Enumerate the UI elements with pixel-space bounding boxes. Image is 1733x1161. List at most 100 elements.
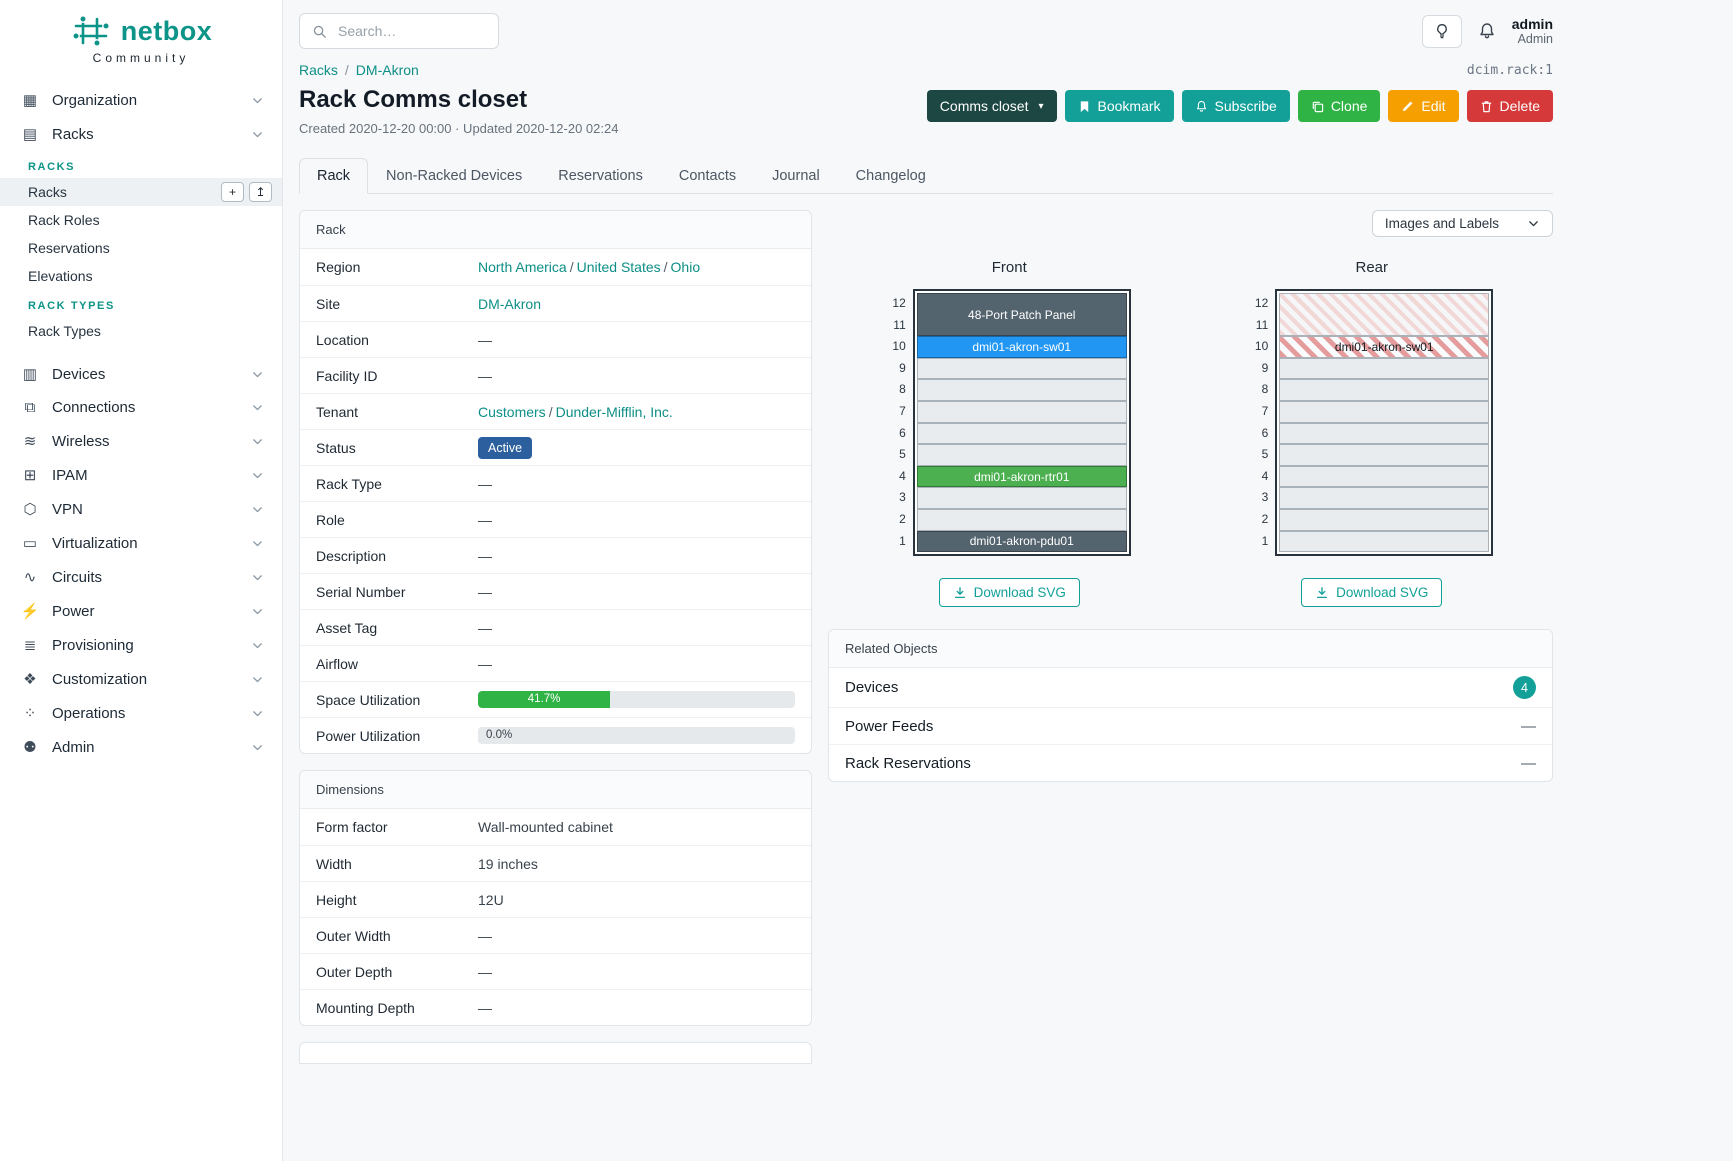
- rack-unit[interactable]: [1279, 422, 1490, 445]
- link-ohio[interactable]: Ohio: [670, 259, 701, 275]
- sidebar-item-rack-types[interactable]: Rack Types: [0, 317, 282, 345]
- link-united-states[interactable]: United States: [576, 259, 661, 275]
- edit-button[interactable]: Edit: [1388, 90, 1459, 122]
- field-height: Height 12U: [300, 881, 811, 917]
- rack-unit[interactable]: [1279, 487, 1490, 509]
- sidebar-item-power[interactable]: ⚡ Power: [0, 594, 282, 628]
- sidebar-item-circuits[interactable]: ∿ Circuits: [0, 560, 282, 594]
- sidebar-item-elevations[interactable]: Elevations: [0, 262, 282, 290]
- sidebar-item-operations[interactable]: ⁘ Operations: [0, 696, 282, 730]
- tab-journal[interactable]: Journal: [754, 158, 838, 194]
- progress-label: 41.7%: [527, 693, 561, 705]
- sidebar-item-rack-roles[interactable]: Rack Roles: [0, 206, 282, 234]
- unit-number: 11: [893, 317, 906, 332]
- field-serial-number: Serial Number —: [300, 573, 811, 609]
- bookmark-label: Bookmark: [1097, 98, 1161, 114]
- import-button[interactable]: ↥: [249, 182, 272, 202]
- link-customers[interactable]: Customers: [478, 403, 546, 420]
- sidebar-nav: ▦ Organization ▤ Racks RACKS Racks + ↥ Rack Role…: [0, 83, 282, 764]
- rack-unit[interactable]: [1279, 465, 1490, 488]
- download-icon: [1317, 586, 1328, 598]
- rack-elevations: Front 12 11 10 9 8 7 6 5 4 3 2 1 48-Port Patch Panel d…: [828, 239, 1553, 608]
- rack-unit[interactable]: [1279, 444, 1490, 466]
- sidebar-item-admin[interactable]: ⚉ Admin: [0, 730, 282, 764]
- theme-toggle-button[interactable]: [1421, 14, 1462, 48]
- sidebar-item-connections[interactable]: ⧉ Connections: [0, 391, 282, 424]
- rack-unit[interactable]: dmi01-akron-sw01: [1279, 336, 1490, 358]
- progress-label: 0.0%: [486, 729, 513, 741]
- related-rack-reservations[interactable]: Rack Reservations —: [829, 744, 1552, 781]
- rack-unit: [1279, 293, 1490, 337]
- rack-unit[interactable]: [916, 508, 1127, 531]
- rack-device[interactable]: 48-Port Patch Panel: [916, 293, 1127, 337]
- sidebar-item-label: Provisioning: [52, 636, 134, 654]
- sidebar-item-racks[interactable]: ▤ Racks: [0, 117, 282, 151]
- sidebar-item-racks[interactable]: Racks + ↥: [0, 178, 282, 206]
- clone-label: Clone: [1330, 98, 1368, 114]
- download-svg-button[interactable]: Download SVG: [1301, 578, 1443, 608]
- rack-unit[interactable]: [916, 400, 1127, 423]
- tab-changelog[interactable]: Changelog: [838, 158, 944, 194]
- edit-label: Edit: [1421, 98, 1446, 114]
- global-search[interactable]: [299, 13, 499, 49]
- tab-reservations[interactable]: Reservations: [540, 158, 661, 194]
- sidebar-item-label: Elevations: [28, 268, 93, 284]
- tab-rack[interactable]: Rack: [299, 158, 369, 194]
- sidebar-item-virtualization[interactable]: ▭ Virtualization: [0, 526, 282, 560]
- rack-device[interactable]: dmi01-akron-pdu01: [916, 530, 1127, 553]
- delete-button[interactable]: Delete: [1466, 90, 1553, 122]
- tab-contacts[interactable]: Contacts: [661, 158, 754, 194]
- breadcrumb-link-dm-akron[interactable]: DM-Akron: [355, 62, 419, 78]
- tab-non-racked-devices[interactable]: Non-Racked Devices: [368, 158, 540, 194]
- field-facility-id: Facility ID —: [300, 357, 811, 393]
- rack-device[interactable]: dmi01-akron-rtr01: [916, 465, 1127, 488]
- clone-button[interactable]: Clone: [1297, 90, 1381, 122]
- sidebar-item-ipam[interactable]: ⊞ IPAM: [0, 458, 282, 492]
- bookmark-button[interactable]: Bookmark: [1064, 90, 1174, 122]
- add-button[interactable]: +: [221, 182, 244, 202]
- chevron-down-icon: [253, 540, 262, 546]
- related-power-feeds[interactable]: Power Feeds —: [829, 707, 1552, 744]
- download-icon: [954, 586, 965, 598]
- user-menu[interactable]: admin Admin: [1512, 16, 1553, 46]
- subscribe-button[interactable]: Subscribe: [1181, 90, 1290, 122]
- download-svg-button[interactable]: Download SVG: [938, 578, 1080, 608]
- rack-unit[interactable]: [916, 487, 1127, 509]
- sidebar-item-customization[interactable]: ❖ Customization: [0, 662, 282, 696]
- netbox-logo-icon: [71, 15, 110, 47]
- rack-panel: Rack Region North America / United States / O…: [299, 210, 812, 754]
- rack-unit[interactable]: [1279, 508, 1490, 531]
- brand-row: netbox: [0, 14, 282, 48]
- sidebar-item-label: Customization: [52, 670, 148, 688]
- sidebar-item-wireless[interactable]: ≋ Wireless: [0, 424, 282, 458]
- link-dm-akron[interactable]: DM-Akron: [478, 295, 542, 312]
- rear-title: Rear: [1355, 259, 1388, 276]
- breadcrumb-link-racks[interactable]: Racks: [299, 62, 338, 78]
- sidebar-item-reservations[interactable]: Reservations: [0, 234, 282, 262]
- related-devices[interactable]: Devices 4: [829, 668, 1552, 707]
- sidebar-item-organization[interactable]: ▦ Organization: [0, 83, 282, 117]
- rack-unit[interactable]: [916, 444, 1127, 466]
- sidebar-item-devices[interactable]: ▥ Devices: [0, 357, 282, 391]
- rack-context-dropdown[interactable]: Comms closet ▾: [926, 90, 1057, 122]
- sidebar-item-provisioning[interactable]: ≣ Provisioning: [0, 628, 282, 662]
- sidebar-item-vpn[interactable]: ⬡ VPN: [0, 492, 282, 526]
- search-input[interactable]: [336, 22, 486, 40]
- rack-unit[interactable]: [1279, 379, 1490, 401]
- sidebar-item-label: Power: [52, 602, 95, 620]
- field-label: Asset Tag: [316, 619, 378, 636]
- view-mode-select[interactable]: Images and Labels: [1371, 210, 1553, 237]
- netbox-logo[interactable]: netbox Community: [0, 0, 282, 73]
- rack-unit[interactable]: [1279, 357, 1490, 380]
- link-dunder-mifflin-inc[interactable]: Dunder-Mifflin, Inc.: [555, 403, 673, 420]
- rack-unit[interactable]: [1279, 530, 1490, 553]
- chevron-down-icon: [253, 97, 262, 103]
- rack-unit[interactable]: [1279, 400, 1490, 423]
- rack-unit[interactable]: [916, 357, 1127, 380]
- rack-device[interactable]: dmi01-akron-sw01: [916, 336, 1127, 358]
- panel-stub: [299, 1042, 812, 1064]
- notifications-button[interactable]: [1478, 22, 1496, 40]
- link-north-america[interactable]: North America: [478, 259, 567, 275]
- rack-unit[interactable]: [916, 422, 1127, 445]
- rack-unit[interactable]: [916, 379, 1127, 401]
